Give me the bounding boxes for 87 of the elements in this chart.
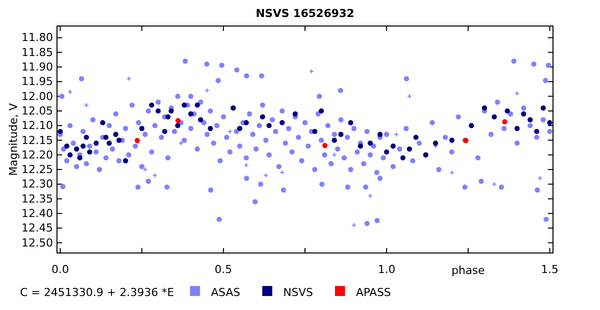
y-tick-label: 11.95 <box>22 75 53 88</box>
y-tick-label: 12.30 <box>22 178 53 191</box>
point <box>139 126 144 132</box>
point <box>67 152 73 158</box>
point <box>322 142 328 148</box>
point <box>358 143 364 149</box>
y-tick-label: 11.85 <box>22 46 53 59</box>
point <box>332 138 337 143</box>
point <box>134 138 140 144</box>
point <box>103 134 109 140</box>
point <box>449 138 454 143</box>
point <box>377 132 383 137</box>
point <box>390 143 396 149</box>
point <box>106 140 112 146</box>
point <box>384 149 390 155</box>
text: C = 2451330.9 + 2.3936 *E <box>20 286 174 299</box>
point <box>338 132 344 137</box>
point <box>406 146 412 152</box>
point <box>540 105 546 111</box>
x-tick-label: 1.5 <box>540 262 558 276</box>
point <box>413 134 419 140</box>
legend-label: NSVS <box>283 286 313 299</box>
point <box>116 138 122 143</box>
point <box>244 120 249 126</box>
point <box>368 140 373 146</box>
point <box>168 108 174 114</box>
point <box>348 120 354 126</box>
point <box>504 108 510 114</box>
point <box>175 118 181 124</box>
point <box>188 111 194 116</box>
point <box>194 102 200 108</box>
point <box>492 114 497 120</box>
y-tick-label: 12.25 <box>22 163 53 176</box>
y-tick-label: 12.10 <box>22 119 53 132</box>
point <box>149 102 154 108</box>
point <box>198 117 204 122</box>
point <box>162 128 168 134</box>
x-tick-label: 0.5 <box>214 262 232 276</box>
point <box>260 114 266 120</box>
point <box>547 120 552 126</box>
y-axis-title: Magnitude, V <box>7 102 20 176</box>
y-tick-label: 12.50 <box>22 236 53 250</box>
point <box>312 128 318 134</box>
point <box>266 122 272 128</box>
point <box>318 108 324 114</box>
point <box>208 126 213 132</box>
point <box>84 134 89 140</box>
legend-label: ASAS <box>211 286 240 299</box>
x-axis-title: phase <box>452 264 485 277</box>
y-tick-label: 12.20 <box>22 148 53 162</box>
y-tick-label: 12.35 <box>22 192 53 206</box>
point <box>432 140 438 146</box>
point <box>482 105 488 111</box>
point <box>94 140 99 146</box>
point <box>280 120 285 126</box>
x-tick-label: 1.0 <box>378 262 396 276</box>
point <box>77 155 82 160</box>
y-tick-label: 12.40 <box>22 206 53 220</box>
point <box>64 143 70 149</box>
y-tick-label: 12.15 <box>22 134 53 147</box>
point <box>156 108 161 114</box>
point <box>521 111 526 116</box>
point <box>237 126 242 132</box>
point <box>58 128 63 134</box>
point <box>165 114 171 120</box>
point <box>400 155 406 160</box>
point <box>534 128 540 134</box>
y-tick-label: 11.90 <box>22 60 53 74</box>
point <box>528 117 533 122</box>
point <box>182 102 187 108</box>
chart-title: NSVS 16526932 <box>256 7 354 20</box>
y-tick-label: 12.05 <box>22 104 53 118</box>
legend-label: APASS <box>356 286 391 299</box>
point <box>100 120 106 126</box>
y-tick-label: 12.45 <box>22 222 53 235</box>
point <box>87 149 92 155</box>
point <box>80 143 86 149</box>
y-tick-label: 12.00 <box>22 90 53 103</box>
point <box>74 146 80 152</box>
point <box>502 119 508 124</box>
point <box>514 126 520 132</box>
x-tick-label: 0.0 <box>52 262 70 276</box>
point <box>292 111 298 116</box>
point <box>113 132 118 137</box>
point <box>122 158 128 164</box>
y-tick-label: 11.80 <box>22 31 53 44</box>
point <box>175 122 180 128</box>
